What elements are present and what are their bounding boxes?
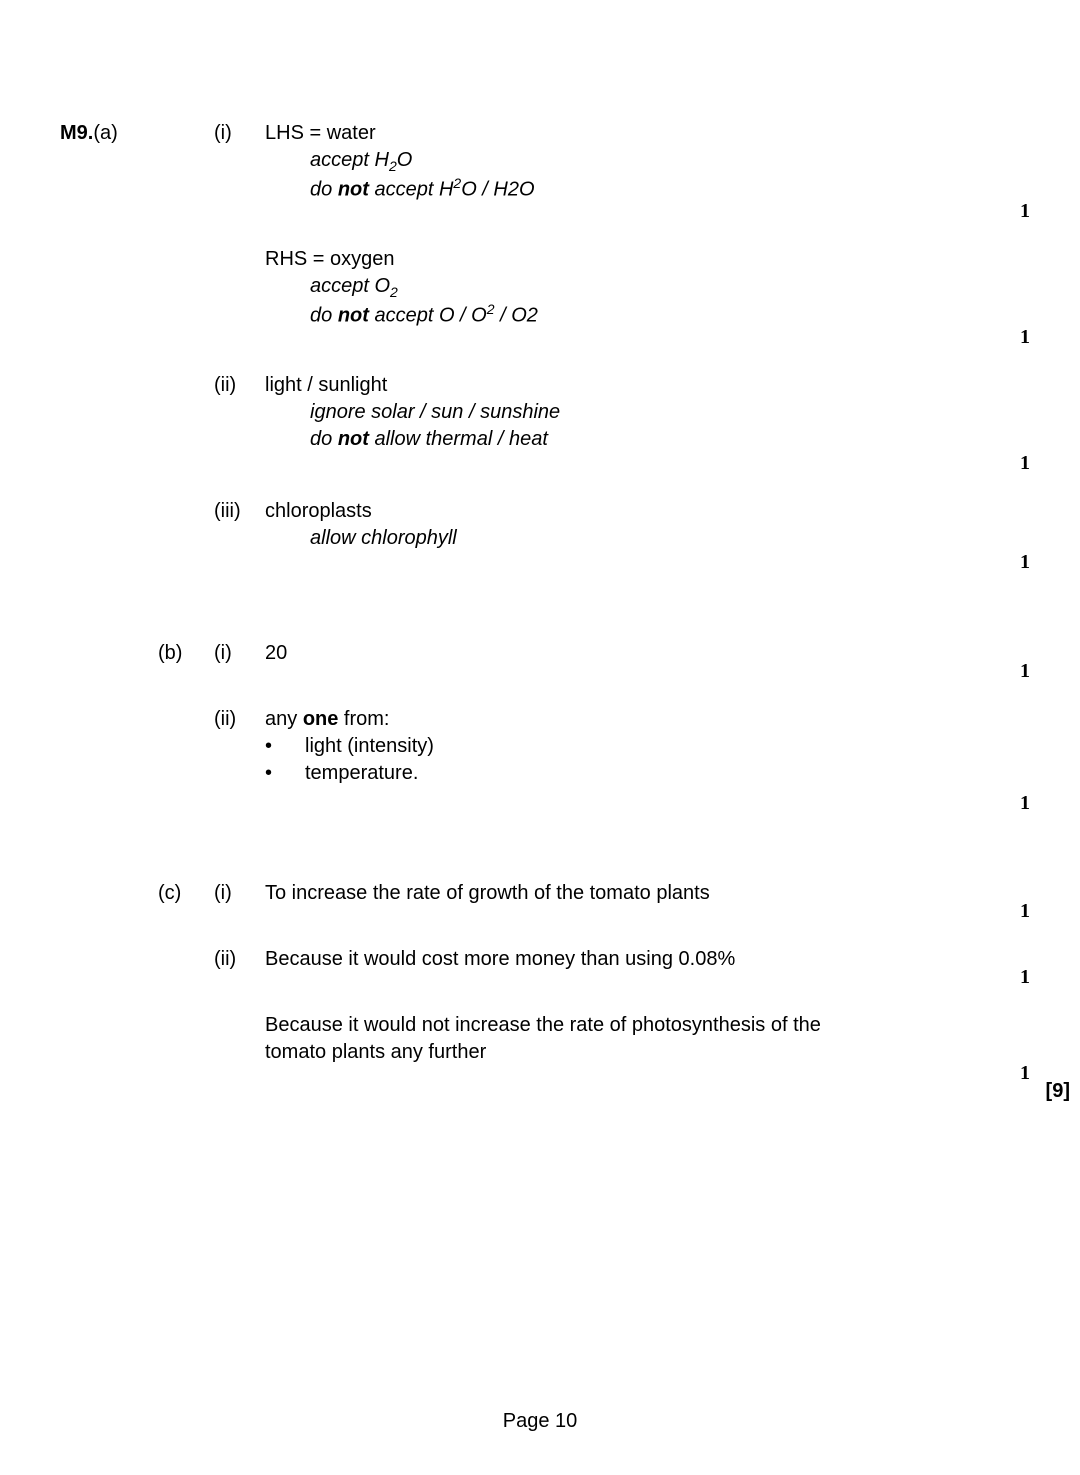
sub-a-i: (i) xyxy=(214,120,254,147)
sub-a-ii: (ii) xyxy=(214,372,254,399)
mark-c-i: 1 xyxy=(1000,898,1030,925)
page-footer: Page 10 xyxy=(0,1408,1080,1435)
answer-c-ii-1: Because it would cost more money than us… xyxy=(265,946,845,973)
question-number: M9. xyxy=(60,122,93,144)
mark-a-iii: 1 xyxy=(1000,549,1030,576)
guidance-a-i-1b: do not accept H2O / H2O xyxy=(310,174,890,204)
guidance-a-iii: allow chlorophyll xyxy=(310,525,890,552)
guidance-a-ii-1: ignore solar / sun / sunshine xyxy=(310,399,890,426)
guidance-a-i-2a: accept O2 xyxy=(310,273,890,302)
answer-b-i: 20 xyxy=(265,640,845,667)
guidance-a-i-1a: accept H2O xyxy=(310,147,890,176)
total-marks: [9] xyxy=(1046,1078,1070,1105)
mark-a-i-1: 1 xyxy=(1000,198,1030,225)
bullet-list: light (intensity) temperature. xyxy=(265,733,845,787)
sub-b-ii: (ii) xyxy=(214,706,254,733)
mark-b-ii: 1 xyxy=(1000,790,1030,817)
answer-a-i-2: RHS = oxygen xyxy=(265,246,845,273)
sub-b-i: (i) xyxy=(214,640,254,667)
part-b: (b) xyxy=(158,640,198,667)
mark-c-ii-2: 1 xyxy=(1000,1060,1030,1087)
sub-c-ii: (ii) xyxy=(214,946,254,973)
answer-a-iii: chloroplasts xyxy=(265,498,845,525)
bullet-1: light (intensity) xyxy=(265,733,845,760)
guidance-a-ii-2: do not allow thermal / heat xyxy=(310,426,890,453)
mark-c-ii-1: 1 xyxy=(1000,964,1030,991)
sub-c-i: (i) xyxy=(214,880,254,907)
answer-a-i-1: LHS = water xyxy=(265,120,845,147)
question-label: M9.(a) xyxy=(60,120,118,147)
sub-a-iii: (iii) xyxy=(214,498,254,525)
answer-a-ii: light / sunlight xyxy=(265,372,845,399)
part-c: (c) xyxy=(158,880,198,907)
mark-a-i-2: 1 xyxy=(1000,324,1030,351)
part-a-inline: (a) xyxy=(93,122,117,144)
guidance-a-i-2b: do not accept O / O2 / O2 xyxy=(310,300,890,330)
mark-b-i: 1 xyxy=(1000,658,1030,685)
answer-b-ii-intro: any one from: xyxy=(265,706,845,733)
bullet-2: temperature. xyxy=(265,760,845,787)
page: M9.(a) (i) LHS = water accept H2O do not… xyxy=(0,0,1080,1475)
answer-c-ii-2: Because it would not increase the rate o… xyxy=(265,1012,845,1066)
mark-a-ii: 1 xyxy=(1000,450,1030,477)
answer-c-i: To increase the rate of growth of the to… xyxy=(265,880,845,907)
